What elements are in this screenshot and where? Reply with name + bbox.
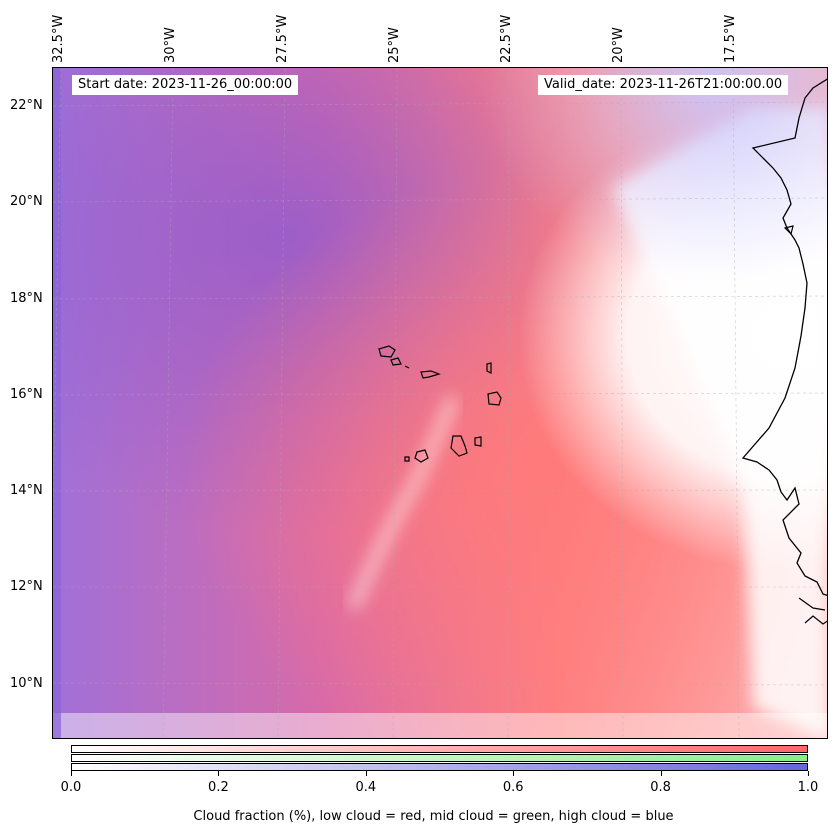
colorbar bbox=[71, 745, 808, 771]
colorbar-tick-label: 0.0 bbox=[60, 780, 82, 795]
latitude-label: 18°N bbox=[10, 291, 43, 306]
longitude-label: 27.5°W bbox=[275, 14, 290, 63]
longitude-label: 32.5°W bbox=[51, 14, 66, 63]
longitude-label: 30°W bbox=[163, 27, 178, 63]
latitude-label: 14°N bbox=[10, 483, 43, 498]
colorbar-tick-mark bbox=[218, 771, 220, 776]
valid-date-label: Valid_date: 2023-11-26T21:00:00.00 bbox=[538, 75, 789, 95]
africa-coast-detail bbox=[783, 225, 827, 625]
latitude-label: 22°N bbox=[10, 98, 43, 113]
longitude-label: 22.5°W bbox=[499, 14, 514, 63]
longitude-label: 17.5°W bbox=[723, 14, 738, 63]
africa-coastline bbox=[741, 78, 827, 597]
longitude-label: 20°W bbox=[611, 27, 626, 63]
latitude-label: 16°N bbox=[10, 387, 43, 402]
colorbar-tick-label: 0.6 bbox=[502, 780, 524, 795]
high-cloud-ne bbox=[53, 68, 827, 738]
graticule bbox=[53, 68, 827, 738]
colorbar-tick-mark bbox=[365, 771, 367, 776]
cloud-fraction-map bbox=[52, 67, 828, 739]
cape-verde-islands bbox=[378, 345, 502, 463]
colorbar-low-cloud bbox=[71, 745, 808, 753]
domain-left-edge bbox=[53, 68, 61, 738]
longitude-label: 25°W bbox=[387, 27, 402, 63]
map-canvas bbox=[53, 68, 827, 738]
colorbar-tick-label: 0.8 bbox=[650, 780, 671, 795]
colorbar-tick-label: 0.2 bbox=[208, 780, 229, 795]
colorbar-title: Cloud fraction (%), low cloud = red, mid… bbox=[193, 809, 674, 824]
colorbar-tick-mark bbox=[660, 771, 662, 776]
cloud-streak bbox=[346, 395, 460, 611]
latitude-label: 10°N bbox=[10, 676, 43, 691]
domain-bottom-fade bbox=[53, 713, 827, 738]
colorbar-high-cloud bbox=[71, 763, 808, 771]
colorbar-tick-mark bbox=[71, 771, 72, 776]
colorbar-mid-cloud bbox=[71, 754, 808, 762]
start-date-label: Start date: 2023-11-26_00:00:00 bbox=[72, 75, 299, 95]
latitude-label: 12°N bbox=[10, 579, 43, 594]
colorbar-tick-label: 0.4 bbox=[355, 780, 377, 795]
latitude-label: 20°N bbox=[10, 194, 43, 209]
colorbar-tick-label: 1.0 bbox=[797, 780, 819, 795]
colorbar-tick-mark bbox=[808, 771, 809, 776]
colorbar-tick-mark bbox=[513, 771, 515, 776]
